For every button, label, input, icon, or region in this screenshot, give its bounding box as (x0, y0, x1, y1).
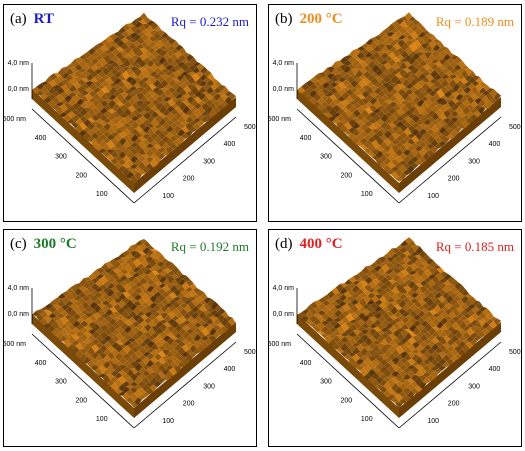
y-tick-label: 100 (96, 191, 108, 198)
x-tick-label: 500 nm (509, 124, 523, 131)
x-tick-label: 100 (162, 418, 174, 425)
panel-letter: (c) (10, 236, 27, 252)
x-tick-label: 400 (224, 366, 236, 373)
x-tick-label: 100 (427, 193, 439, 200)
y-tick-label: 100 (361, 416, 373, 423)
y-tick-label: 300 (55, 154, 67, 161)
y-tick-label: 200 (76, 397, 88, 404)
y-tick-label: 200 (341, 172, 353, 179)
panel-letter: (b) (275, 11, 293, 27)
afm-panel-b: 4,0 nm 0,0 nm 500 nm 400 300 200 100 500 nm 400 3… (268, 4, 523, 222)
x-tick-label: 500 nm (244, 124, 258, 131)
roughness-value: Rq = 0.192 nm (170, 239, 249, 254)
panel-condition: 400 °C (299, 236, 343, 252)
x-tick-label: 400 (489, 141, 501, 148)
y-tick-label: 500 nm (4, 116, 26, 123)
panel-letter: (a) (10, 11, 27, 27)
afm-panel-c: 4,0 nm 0,0 nm 500 nm 400 300 200 100 500 nm 400 3… (3, 229, 258, 447)
y-tick-label: 300 (320, 154, 332, 161)
z-tick-label: 4,0 nm (273, 60, 295, 67)
y-tick-label: 400 (35, 135, 47, 142)
panel-condition: 300 °C (33, 236, 77, 252)
y-tick-label: 400 (300, 360, 312, 367)
x-tick-label: 500 nm (244, 349, 258, 356)
panel-condition: RT (33, 11, 54, 27)
z-tick-label: 0,0 nm (8, 311, 30, 318)
y-tick-label: 400 (35, 360, 47, 367)
roughness-value: Rq = 0.232 nm (170, 14, 249, 29)
panel-condition: 200 °C (299, 11, 343, 27)
y-tick-label: 500 nm (269, 341, 291, 348)
x-tick-label: 200 (448, 176, 460, 183)
panel-label-b: (b) 200 °C (275, 11, 343, 28)
y-tick-label: 400 (300, 135, 312, 142)
x-tick-label: 100 (162, 193, 174, 200)
x-tick-label: 300 (203, 383, 215, 390)
afm-surface-plot-c: 4,0 nm 0,0 nm 500 nm 400 300 200 100 500 nm 400 3… (4, 239, 258, 429)
panel-label-a: (a) RT (10, 11, 54, 28)
x-tick-label: 400 (224, 141, 236, 148)
afm-panel-a: 4,0 nm 0,0 nm 500 nm 400 300 200 100 500 nm 400 3… (3, 4, 258, 222)
z-tick-label: 4,0 nm (8, 285, 30, 292)
panel-label-d: (d) 400 °C (275, 236, 343, 253)
x-tick-label: 400 (489, 366, 501, 373)
y-tick-label: 500 nm (269, 116, 291, 123)
x-tick-label: 300 (468, 383, 480, 390)
z-tick-label: 0,0 nm (273, 86, 295, 93)
afm-panel-d: 4,0 nm 0,0 nm 500 nm 400 300 200 100 500 nm 400 3… (268, 229, 523, 447)
roughness-value: Rq = 0.185 nm (435, 239, 514, 254)
z-tick-label: 0,0 nm (8, 86, 30, 93)
x-tick-label: 300 (468, 158, 480, 165)
x-tick-label: 300 (203, 158, 215, 165)
x-tick-label: 200 (183, 176, 195, 183)
x-tick-label: 200 (183, 401, 195, 408)
y-tick-label: 100 (361, 191, 373, 198)
z-tick-label: 4,0 nm (273, 285, 295, 292)
x-tick-label: 500 nm (509, 349, 523, 356)
y-tick-label: 200 (76, 172, 88, 179)
y-tick-label: 200 (341, 397, 353, 404)
afm-surface-plot-b: 4,0 nm 0,0 nm 500 nm 400 300 200 100 500 nm 400 3… (269, 12, 523, 204)
y-tick-label: 300 (55, 379, 67, 386)
x-tick-label: 200 (448, 401, 460, 408)
panel-label-c: (c) 300 °C (10, 236, 77, 253)
x-tick-label: 100 (427, 418, 439, 425)
roughness-value: Rq = 0.189 nm (435, 14, 514, 29)
y-tick-label: 100 (96, 416, 108, 423)
y-tick-label: 300 (320, 379, 332, 386)
z-tick-label: 4,0 nm (8, 60, 30, 67)
panel-letter: (d) (275, 236, 293, 252)
afm-surface-plot-d: 4,0 nm 0,0 nm 500 nm 400 300 200 100 500 nm 400 3… (269, 237, 523, 429)
afm-surface-plot-a: 4,0 nm 0,0 nm 500 nm 400 300 200 100 500 nm 400 3… (4, 12, 258, 204)
z-tick-label: 0,0 nm (273, 311, 295, 318)
y-tick-label: 500 nm (4, 341, 26, 348)
